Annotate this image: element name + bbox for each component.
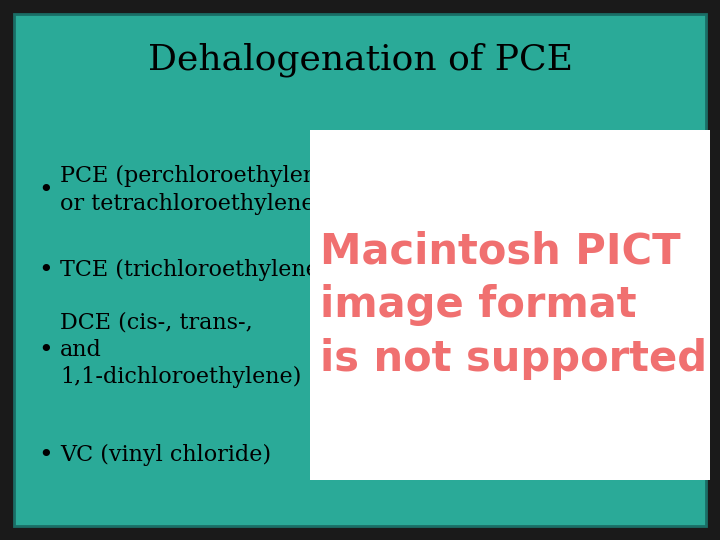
Text: VC (vinyl chloride): VC (vinyl chloride) (60, 444, 271, 466)
Text: Dehalogenation of PCE: Dehalogenation of PCE (148, 43, 572, 77)
Text: PCE (perchloroethylene
or tetrachloroethylene): PCE (perchloroethylene or tetrachloroeth… (60, 165, 330, 215)
Text: •: • (38, 338, 53, 362)
Bar (310, 130, 710, 480)
Text: DCE (cis-, trans-,
and
1,1-dichloroethylene): DCE (cis-, trans-, and 1,1-dichloroethyl… (60, 312, 302, 388)
Text: TCE (trichloroethylene): TCE (trichloroethylene) (60, 259, 328, 281)
Text: •: • (38, 443, 53, 467)
Text: •: • (38, 258, 53, 282)
Text: Macintosh PICT
image format
is not supported: Macintosh PICT image format is not suppo… (320, 231, 707, 380)
Text: •: • (38, 178, 53, 202)
